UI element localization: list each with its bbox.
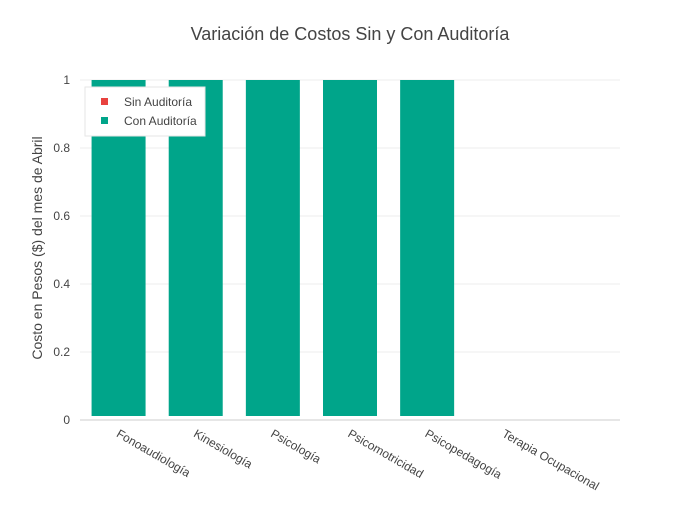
- y-tick-label: 1: [63, 73, 70, 87]
- legend-label: Con Auditoría: [124, 114, 197, 128]
- y-tick-label: 0.8: [53, 141, 70, 155]
- legend: Sin Auditoría Con Auditoría: [84, 86, 206, 137]
- chart-title: Variación de Costos Sin y Con Auditoría: [191, 24, 511, 44]
- x-tick-label: Terapia Ocupacional: [500, 426, 602, 493]
- bar: [323, 80, 377, 416]
- x-tick-label: Psicología: [268, 426, 323, 466]
- bar: [245, 80, 300, 416]
- y-tick-label: 0.4: [53, 277, 70, 291]
- x-tick-label: Psicomotricidad: [346, 426, 426, 480]
- bar: [400, 80, 455, 416]
- legend-box: [84, 86, 206, 137]
- y-tick-label: 0.2: [53, 345, 70, 359]
- legend-swatch: [101, 117, 108, 124]
- x-tick-label: Fonoaudiología: [114, 426, 193, 480]
- legend-label: Sin Auditoría: [124, 95, 192, 109]
- y-tick-label: 0: [63, 413, 70, 427]
- x-tick-label: Psicopedagogía: [423, 426, 505, 481]
- y-axis-ticks: 0 0.2 0.4 0.6 0.8 1: [53, 73, 70, 427]
- legend-swatch: [101, 98, 108, 105]
- y-axis-label: Costo en Pesos ($) del mes de Abril: [29, 136, 45, 359]
- y-tick-label: 0.6: [53, 209, 70, 223]
- x-tick-label: Kinesiología: [191, 426, 255, 471]
